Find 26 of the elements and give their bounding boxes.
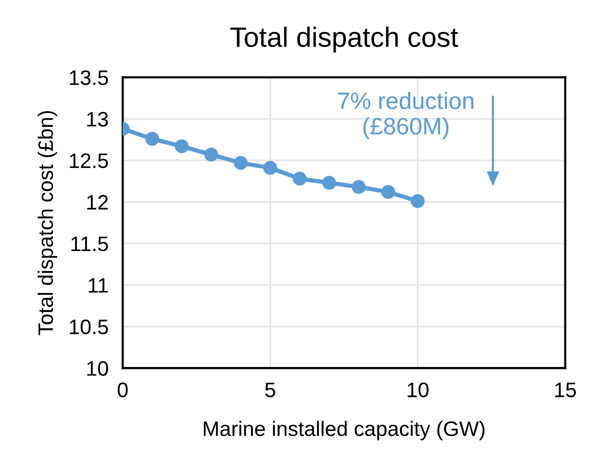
y-tick-label: 12	[87, 194, 108, 210]
x-tick-label: 15	[555, 382, 576, 398]
point	[410, 194, 425, 208]
point	[352, 180, 366, 194]
chart-title: Total dispatch cost	[230, 26, 458, 53]
point	[292, 172, 307, 186]
y-tick-label: 13	[87, 112, 108, 127]
point	[381, 185, 396, 199]
point	[204, 148, 218, 162]
y-tick-label: 11	[88, 278, 108, 293]
y-tick-label: 10.5	[70, 320, 108, 334]
point	[263, 160, 278, 175]
point	[322, 176, 336, 190]
y-tick-label: 12.5	[70, 153, 108, 168]
y-tick-label: 11.5	[71, 236, 108, 252]
point	[174, 139, 189, 154]
x-tick-label: 0	[118, 382, 128, 398]
x-tick-label: 5	[265, 382, 276, 398]
x-axis-title: Marine installed capacity (GW)	[204, 420, 485, 440]
y-axis-title: Total dispatch cost (£bn)	[38, 111, 58, 336]
x-tick-label: 10	[408, 382, 428, 398]
annotation: 7% reduction (£860M)	[338, 92, 474, 140]
point	[145, 132, 160, 146]
y-tick-label: 10	[87, 361, 108, 376]
point	[234, 156, 248, 170]
y-tick-label: 13.5	[70, 70, 108, 86]
